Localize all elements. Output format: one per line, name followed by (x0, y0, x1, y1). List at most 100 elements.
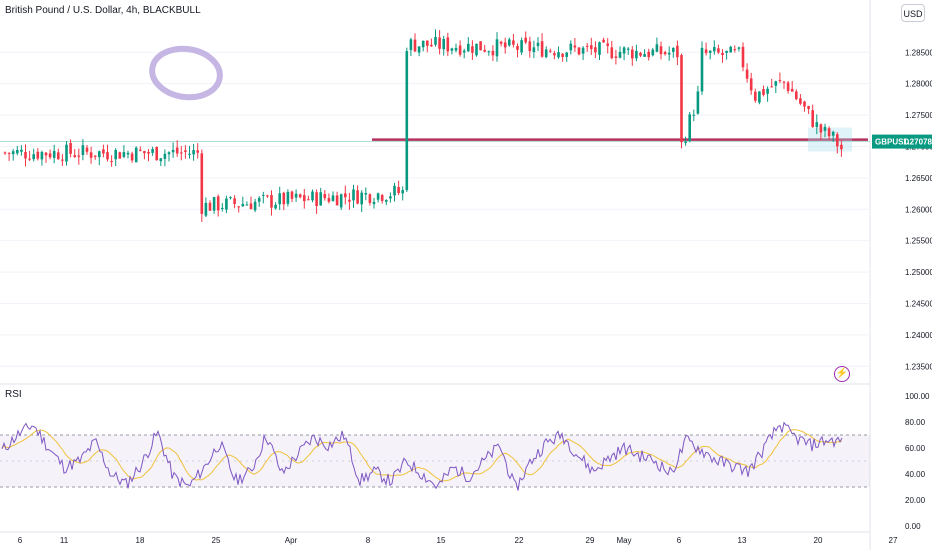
candle-body (713, 47, 716, 52)
candle-body (229, 197, 232, 199)
candle-body (688, 114, 691, 142)
candle-body (708, 50, 712, 53)
candle-body (635, 50, 638, 59)
currency-button[interactable]: USD (901, 4, 925, 22)
time-tick-label: 11 (60, 536, 69, 545)
candle-body (704, 49, 708, 54)
time-tick-label: 29 (586, 536, 595, 545)
candle-body (684, 141, 687, 143)
rsi-ma-line (1, 429, 843, 482)
candle-body (462, 50, 466, 53)
price-tick-label: 1.26000 (905, 205, 932, 214)
candle-body (184, 150, 187, 152)
rsi-tick-label: 100.00 (905, 392, 930, 401)
candle-body (758, 91, 761, 103)
candle-body (32, 154, 35, 160)
time-tick-label: 15 (437, 536, 446, 545)
candle-body (290, 191, 294, 199)
candle-body (663, 52, 667, 55)
candle-body (143, 151, 146, 154)
candle-body (762, 89, 765, 95)
candle-body (786, 82, 790, 91)
candle-body (532, 47, 536, 53)
candle-body (89, 152, 93, 158)
time-tick-label: 6 (677, 536, 682, 545)
candle-body (499, 41, 503, 44)
candle-body (495, 39, 499, 57)
candle-body (303, 195, 306, 202)
candle-body (544, 49, 548, 58)
candle-body (257, 197, 261, 202)
candle-body (520, 40, 523, 53)
candle-body (81, 145, 85, 155)
candle-body (528, 41, 532, 52)
candle-body (790, 88, 794, 92)
candle-body (44, 152, 48, 156)
candle-body (778, 80, 782, 82)
candle-body (77, 155, 81, 157)
time-tick-label: 6 (18, 536, 23, 545)
candle-body (393, 185, 396, 196)
candle-body (733, 49, 737, 51)
candle-body (446, 37, 450, 52)
candle-body (438, 37, 441, 49)
candle-body (680, 55, 683, 143)
candle-body (676, 45, 679, 58)
candle-body (356, 190, 359, 204)
candle-body (803, 101, 806, 107)
candle-body (618, 51, 622, 58)
candle-body (339, 194, 343, 208)
candle-body (307, 199, 310, 201)
time-tick-label: 8 (366, 536, 371, 545)
candle-body (524, 37, 527, 43)
lightning-icon[interactable]: ⚡ (834, 366, 850, 382)
candle-body (606, 43, 609, 46)
candle-body (561, 53, 564, 57)
rsi-indicator-label[interactable]: RSI (5, 389, 22, 400)
rsi-tick-label: 0.00 (905, 522, 921, 531)
candle-body (836, 134, 839, 147)
candle-body (188, 153, 191, 155)
candle-body (122, 152, 126, 157)
candle-body (774, 81, 778, 86)
candle-body (643, 53, 646, 57)
candle-body (581, 47, 585, 54)
candle-body (385, 200, 388, 202)
last-price-badge (872, 134, 932, 149)
candle-body (647, 51, 650, 58)
candle-body (380, 195, 384, 201)
time-tick-label: 13 (738, 536, 747, 545)
candle-body (737, 47, 741, 49)
candle-body (639, 52, 642, 56)
candle-body (319, 192, 322, 206)
candle-body (503, 42, 507, 48)
candle-body (20, 149, 23, 152)
candle-body (52, 150, 56, 158)
candle-body (274, 204, 277, 209)
candle-body (360, 192, 363, 205)
candle-body (327, 198, 331, 202)
price-tick-label: 1.23500 (905, 362, 932, 371)
candle-body (590, 45, 593, 50)
candle-body (569, 43, 573, 51)
rsi-tick-label: 80.00 (905, 418, 926, 427)
candle-body (114, 149, 117, 160)
candle-body (397, 187, 400, 194)
candle-body (69, 143, 72, 154)
candle-body (28, 158, 31, 160)
rsi-tick-label: 60.00 (905, 444, 926, 453)
candle-body (610, 47, 614, 59)
candle-body (479, 41, 482, 51)
candle-body (159, 158, 163, 162)
symbol-label: GBPUSD (875, 138, 909, 147)
candle-body (700, 47, 704, 92)
candle-body (565, 52, 568, 57)
candle-body (430, 44, 433, 47)
candle-body (155, 147, 158, 161)
candle-body (110, 161, 113, 163)
price-tick-label: 1.28500 (905, 48, 932, 57)
candle-body (249, 203, 253, 210)
price-tick-label: 1.28000 (905, 80, 932, 89)
